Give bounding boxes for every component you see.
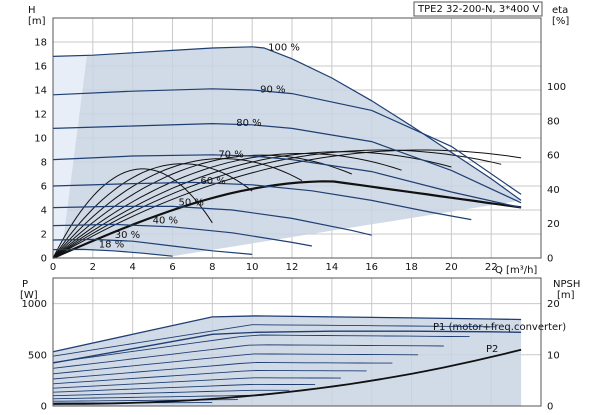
eta-axis-unit: [%] [552,16,569,27]
head-plot-frame [52,17,542,259]
speed-curve [52,122,522,204]
power-axis-label: P [22,279,28,290]
x-tick-label: 20 [445,262,458,273]
speed-curve-label: 90 % [260,85,285,96]
power-curve [52,383,316,393]
efficiency-curve [52,149,522,259]
power-curve [52,362,393,380]
npsh-tick-label: 10 [547,350,560,361]
x-tick-label: 16 [365,262,378,273]
speed-curve-label: 30 % [115,230,140,241]
speed-curve [52,223,313,247]
power-npsh-plot: 0 500 1000 0 10 20 P1 (motor+freq.converter) P2 [22,277,566,413]
speed-curve-label: 60 % [200,176,225,187]
eta-axis-label: eta [552,5,568,16]
power-area [53,315,522,406]
speed-curve [52,238,253,255]
power-curve [52,353,419,375]
x-tick-label: 8 [209,262,215,273]
y-tick-label: 18 [34,38,47,49]
y-tick-label: 6 [41,182,47,193]
flow-axis-label: Q [m³/h] [495,265,537,276]
head-axis-label: H [28,5,36,16]
speed-curve [52,154,522,209]
x-tick-label: 10 [246,262,259,273]
y-tick-label: 10 [34,134,47,145]
speed-curve-label: 100 % [268,43,300,54]
chart-labels: H [m] eta [%] Q [m³/h] P [W] NPSH [m] TP… [20,4,580,301]
eta-tick-label: 0 [547,254,553,265]
operating-area [53,46,522,258]
efficiency-curve [52,151,452,259]
x-tick-label: 18 [405,262,418,273]
y-tick-label: 4 [41,206,47,217]
efficiency-curve [52,154,352,259]
y-tick-label: 8 [41,158,47,169]
efficiency-curve [52,158,303,259]
y-tick-label: 14 [34,86,47,97]
x-tick-label: 4 [129,262,135,273]
speed-curve [52,181,472,221]
eta-tick-label: 100 [547,82,566,93]
speed-curve [52,46,522,201]
speed-curve-label: 40 % [153,215,178,226]
p2-legend-label: P2 [486,344,498,355]
head-axis-unit: [m] [28,16,46,27]
speed-curve-label: 80 % [236,118,261,129]
y-tick-label: 12 [34,110,47,121]
title-box [413,1,543,17]
y-tick-label: 16 [34,62,47,73]
efficiency-curve [52,153,402,259]
speed-curve-label: 50 % [178,197,203,208]
p-tick-label: 500 [28,350,47,361]
power-curve [52,334,470,363]
x-tick-label: 2 [90,262,96,273]
power-curve [52,344,444,369]
power-plot-frame [52,277,542,407]
x-tick-label: 22 [485,262,498,273]
eta-tick-label: 60 [547,151,560,162]
p1-legend-label: P1 (motor+freq.converter) [433,322,566,333]
power-curve [52,394,264,400]
p-tick-label: 0 [41,402,47,413]
power-axis-unit: [W] [20,290,38,301]
y-tick-label: 0 [41,254,47,265]
eta-tick-label: 40 [547,185,560,196]
efficiency-curve [52,168,213,259]
npsh-tick-label: 0 [547,402,553,413]
speed-curve [52,88,522,195]
y-tick-label: 2 [41,230,47,241]
pump-title: TPE2 32-200-N, 3*400 V [417,4,539,15]
power-curve [52,377,341,389]
speed-curve-label: 18 % [99,239,124,250]
x-tick-label: 12 [286,262,299,273]
x-tick-label: 6 [169,262,175,273]
power-curve [52,370,367,385]
x-tick-label: 14 [325,262,338,273]
p-tick-label: 1000 [22,299,47,310]
p1-curve [52,315,522,353]
speed-curve [52,205,372,236]
eta-tick-label: 80 [547,116,560,127]
efficiency-curve [52,149,502,259]
npsh-curve [52,348,522,405]
npsh-axis-unit: [m] [557,290,575,301]
npsh-axis-label: NPSH [553,279,580,290]
p2-curve [52,330,522,364]
power-curve [52,389,290,397]
npsh-tick-label: 20 [547,299,560,310]
speed-curve [52,248,173,257]
power-curve [52,324,496,357]
speed-curve-label: 70 % [218,149,243,160]
x-tick-label: 0 [50,262,56,273]
eta-tick-label: 20 [547,219,560,230]
head-efficiency-plot: 100 % 90 % 80 % 70 % 60 % 50 %40 % 30 %18 % 0 2 4… [34,1,566,273]
